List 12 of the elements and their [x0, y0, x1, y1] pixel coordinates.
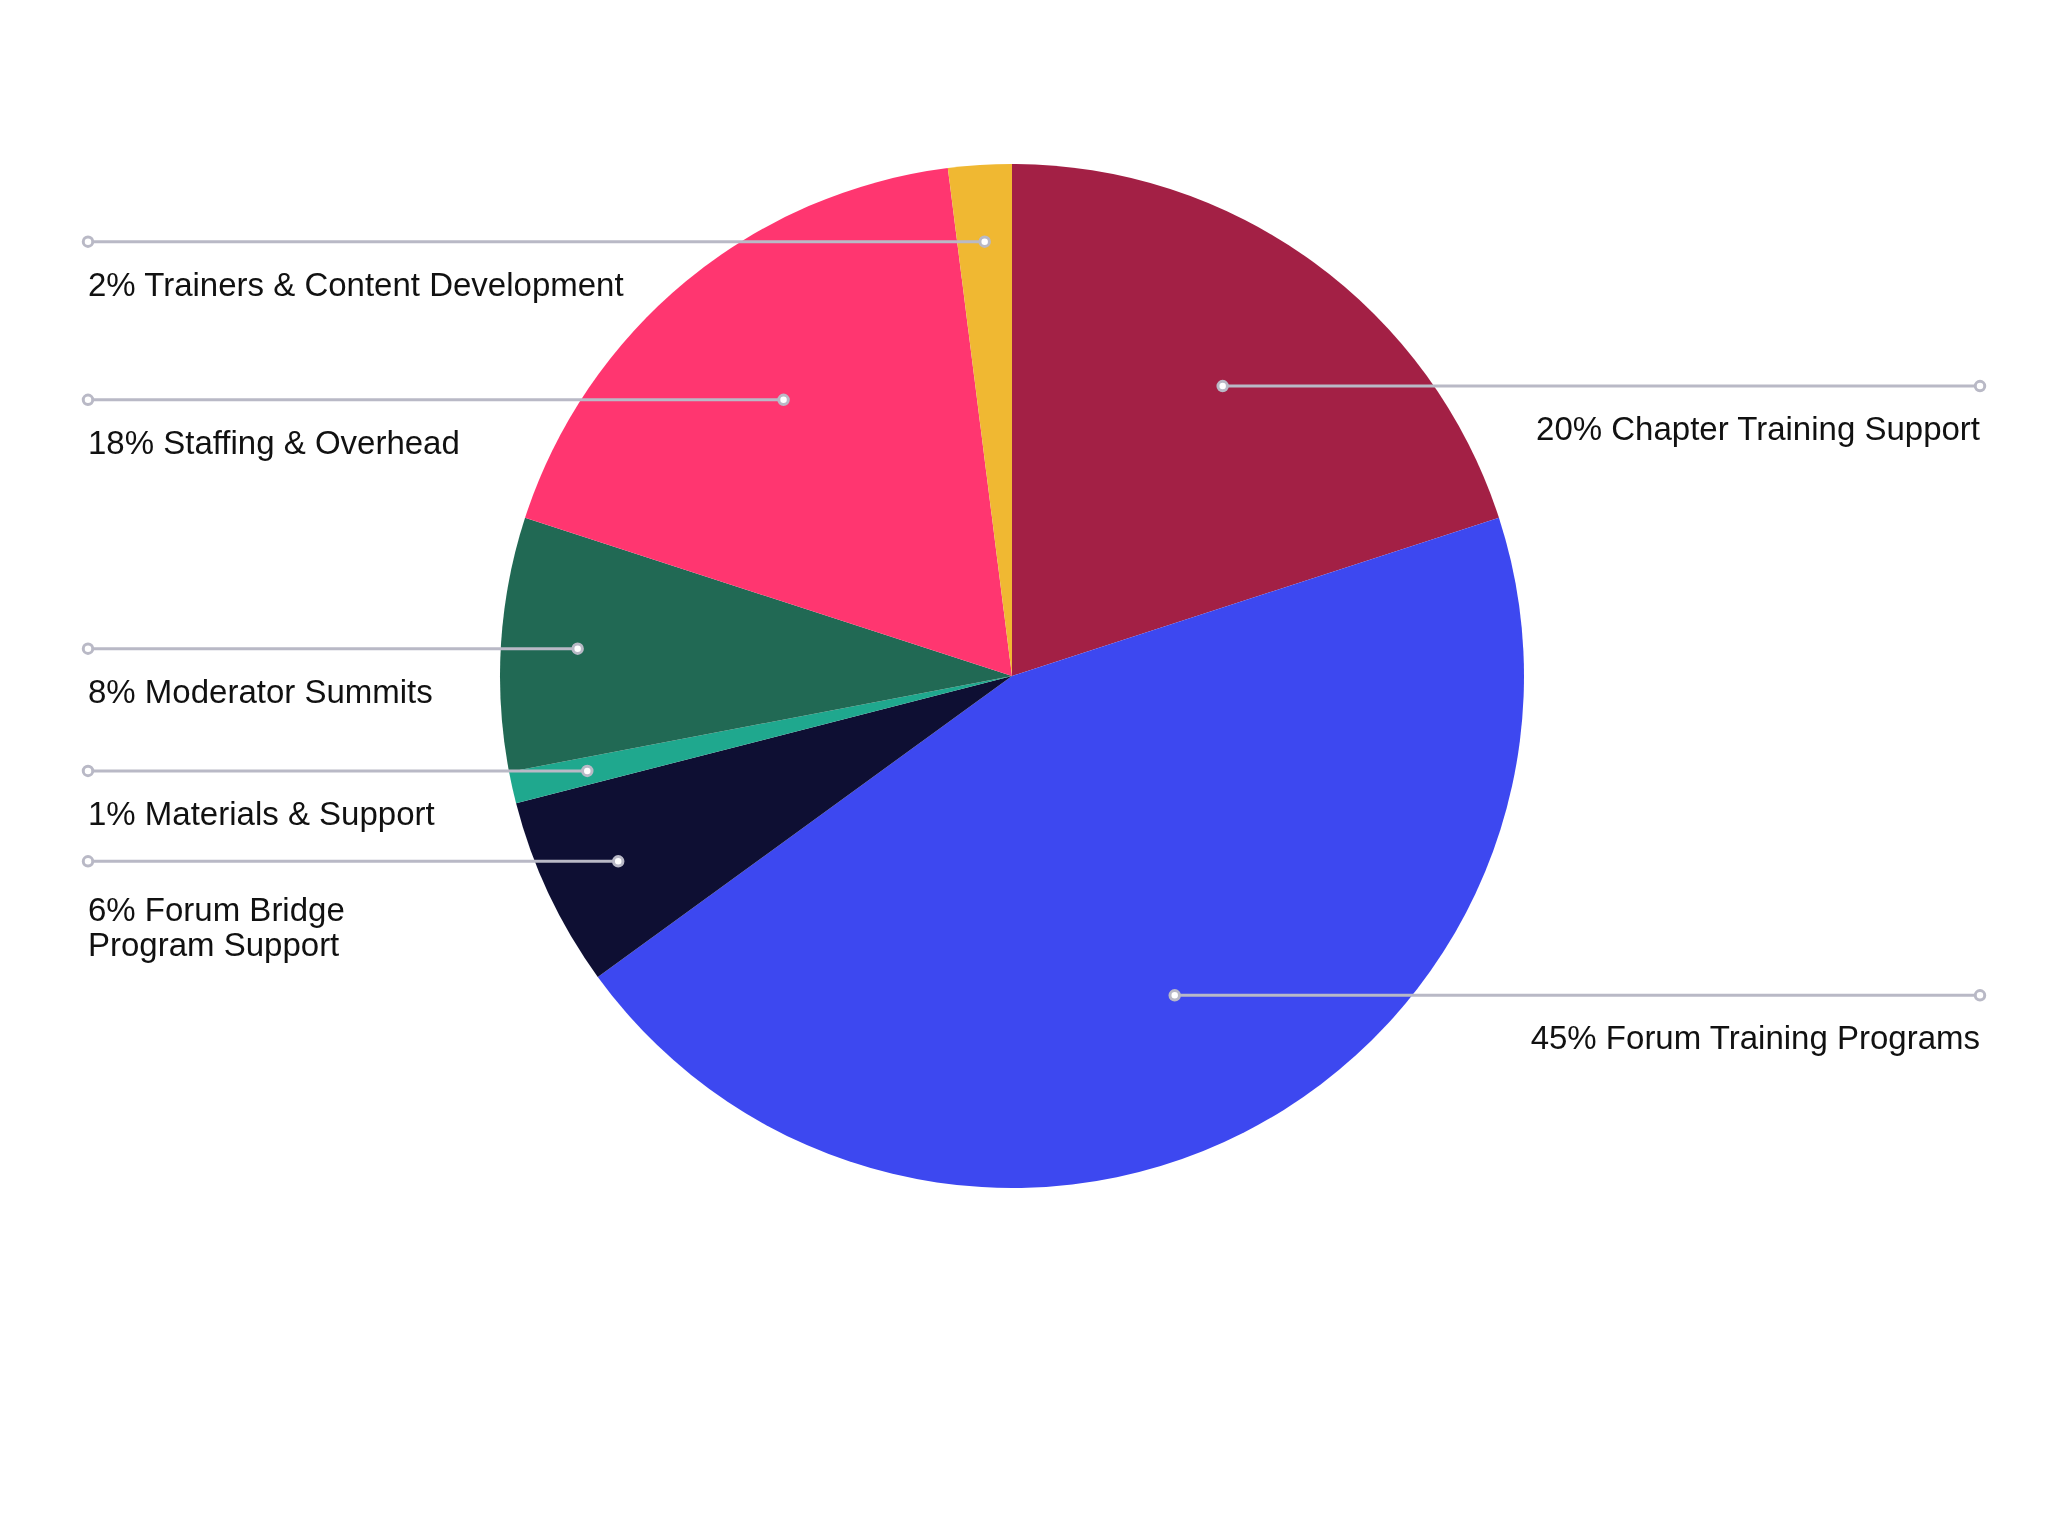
slice-label: 20% Chapter Training Support — [1536, 410, 1980, 448]
pie-slice — [509, 676, 1012, 804]
pie-slice — [1012, 164, 1499, 676]
slice-label: 8% Moderator Summits — [88, 672, 433, 710]
pie-slice — [516, 676, 1012, 977]
pie-slice — [597, 517, 1524, 1188]
slice-label: 2% Trainers & Content Development — [88, 265, 624, 303]
slice-label: 6% Forum Bridge Program Support — [88, 891, 345, 964]
pie-slice — [501, 517, 1012, 772]
slice-label: 1% Materials & Support — [88, 794, 435, 832]
slice-label: 18% Staffing & Overhead — [88, 423, 460, 461]
slice-label: 45% Forum Training Programs — [1530, 1019, 1980, 1057]
